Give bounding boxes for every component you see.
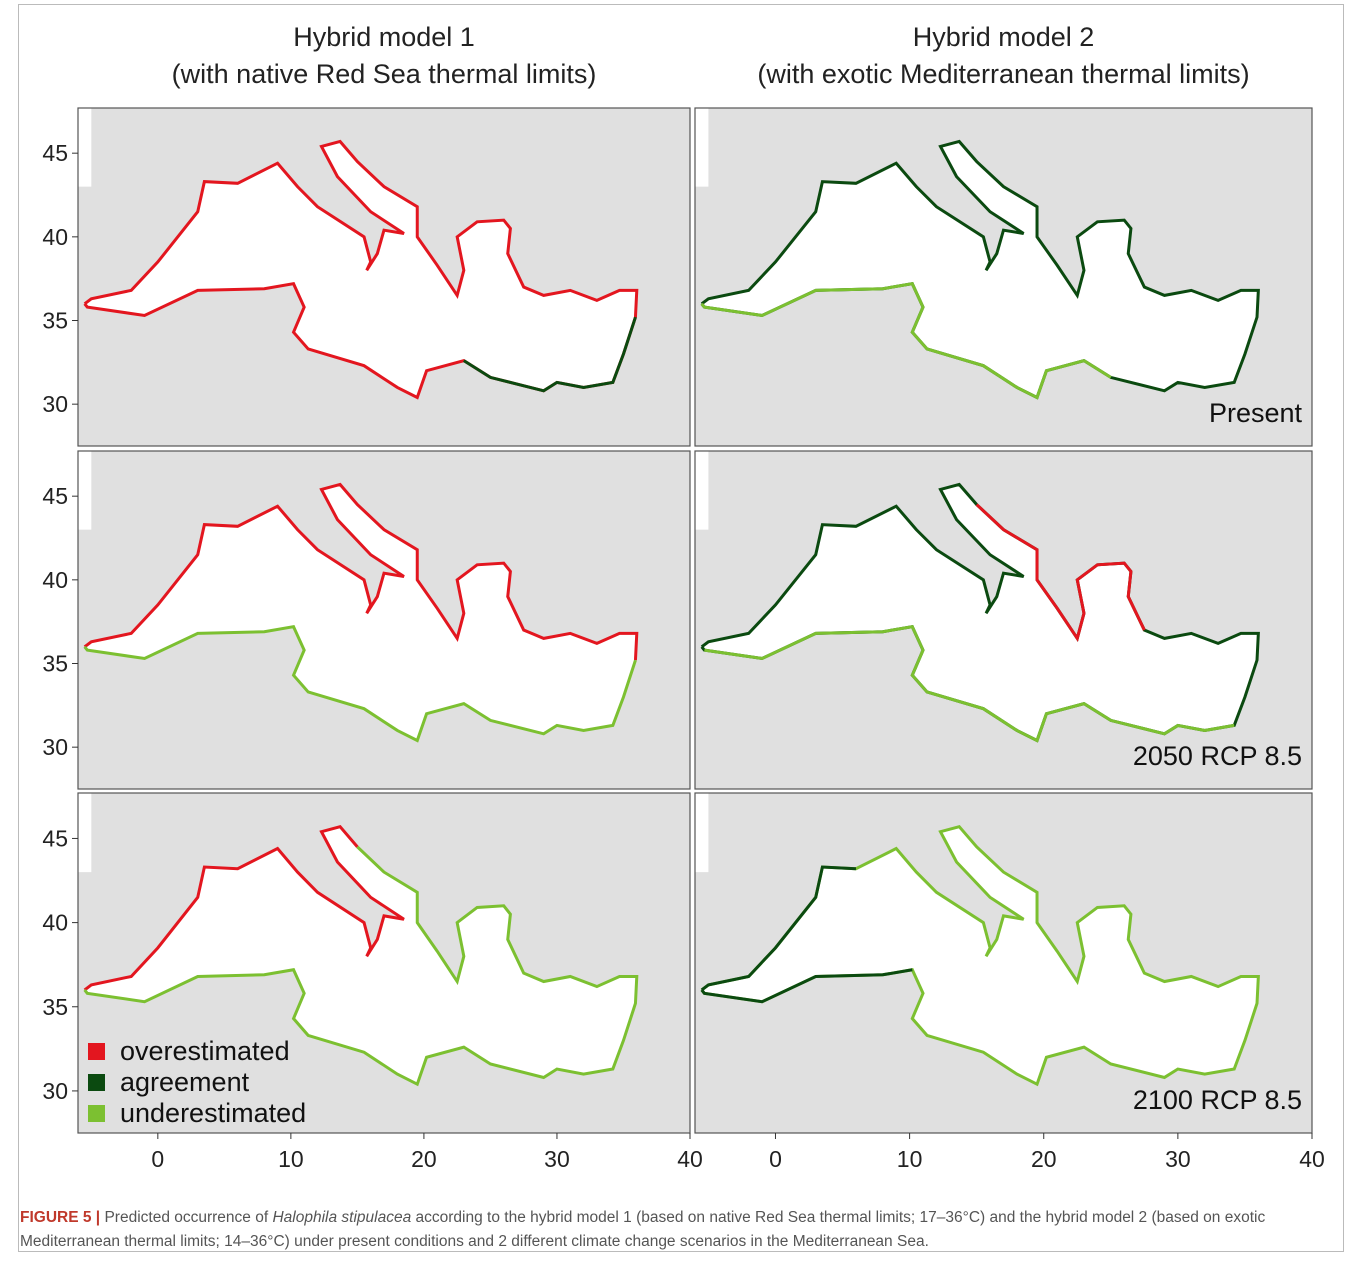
y-tick-label: 40: [42, 224, 68, 250]
sea: [701, 484, 1259, 741]
y-tick-label: 45: [42, 825, 68, 851]
occurrence-coast: [975, 503, 1146, 642]
sea: [701, 826, 1259, 1085]
figure-frame: [18, 4, 1344, 1252]
occurrence-coast: [83, 482, 639, 661]
legend-label: overestimated: [120, 1036, 290, 1066]
occurrence-coast: [700, 282, 1112, 400]
panel-frame: [77, 107, 691, 447]
column-title: Hybrid model 2: [913, 22, 1095, 52]
occurrence-coast: [700, 968, 913, 1004]
y-tick-label: 30: [42, 734, 68, 760]
occurrence-coast: [83, 139, 639, 400]
column-title: Hybrid model 1: [293, 22, 475, 52]
panel-frame: [694, 792, 1313, 1134]
x-tick-label: 0: [769, 1146, 782, 1172]
y-tick-label: 35: [42, 308, 68, 334]
x-tick-label: 20: [1031, 1146, 1057, 1172]
atlantic: [695, 108, 709, 187]
legend-label: underestimated: [120, 1098, 306, 1128]
scenario-label: 2100 RCP 8.5: [1133, 1085, 1302, 1115]
occurrence-coast: [83, 845, 639, 1087]
atlantic: [695, 793, 709, 873]
legend-swatch: [88, 1074, 105, 1091]
x-tick-label: 10: [278, 1146, 304, 1172]
x-tick-label: 30: [1165, 1146, 1191, 1172]
atlantic: [695, 451, 709, 530]
x-tick-label: 20: [411, 1146, 437, 1172]
y-tick-label: 30: [42, 1078, 68, 1104]
panel-frame: [77, 450, 691, 790]
legend-swatch: [88, 1043, 105, 1060]
y-tick-label: 40: [42, 567, 68, 593]
y-tick-label: 40: [42, 910, 68, 936]
x-tick-label: 10: [897, 1146, 923, 1172]
scenario-label: 2050 RCP 8.5: [1133, 741, 1302, 771]
occurrence-coast: [704, 625, 1235, 743]
x-tick-label: 30: [544, 1146, 570, 1172]
panel-frame: [694, 450, 1313, 790]
atlantic: [78, 793, 92, 873]
x-tick-label: 0: [151, 1146, 164, 1172]
y-tick-label: 45: [42, 140, 68, 166]
x-tick-label: 40: [677, 1146, 703, 1172]
occurrence-coast: [83, 824, 405, 992]
occurrence-coast: [463, 316, 637, 393]
atlantic: [78, 451, 92, 530]
y-tick-label: 35: [42, 994, 68, 1020]
occurrence-coast: [700, 824, 1260, 1087]
figure: Hybrid model 1 (with native Red Sea therm…: [42, 22, 1325, 1172]
y-tick-label: 45: [42, 483, 68, 509]
caption-text: Predicted occurrence of: [104, 1209, 269, 1226]
panel-frame: [77, 792, 691, 1134]
column-title: (with exotic Mediterranean thermal limit…: [757, 59, 1249, 89]
y-tick-label: 30: [42, 391, 68, 417]
caption-text: according to the hybrid model 1 (based o…: [20, 1209, 1266, 1250]
occurrence-coast: [700, 865, 857, 992]
panel-frame: [694, 107, 1313, 447]
legend-label: agreement: [120, 1067, 250, 1097]
species: Halophila stipulacea: [272, 1209, 412, 1226]
caption-label: FIGURE 5 |: [20, 1209, 101, 1226]
y-tick-label: 35: [42, 651, 68, 677]
caption: FIGURE 5 | Predicted occurrence of Halop…: [20, 1206, 1340, 1254]
column-title: (with native Red Sea thermal limits): [172, 59, 597, 89]
scenario-label: Present: [1209, 398, 1303, 428]
atlantic: [78, 108, 92, 187]
legend-swatch: [88, 1105, 105, 1122]
occurrence-coast: [83, 625, 637, 743]
sea: [701, 141, 1259, 398]
sea: [84, 141, 637, 398]
sea: [84, 484, 637, 741]
x-tick-label: 40: [1299, 1146, 1325, 1172]
sea: [84, 826, 637, 1085]
